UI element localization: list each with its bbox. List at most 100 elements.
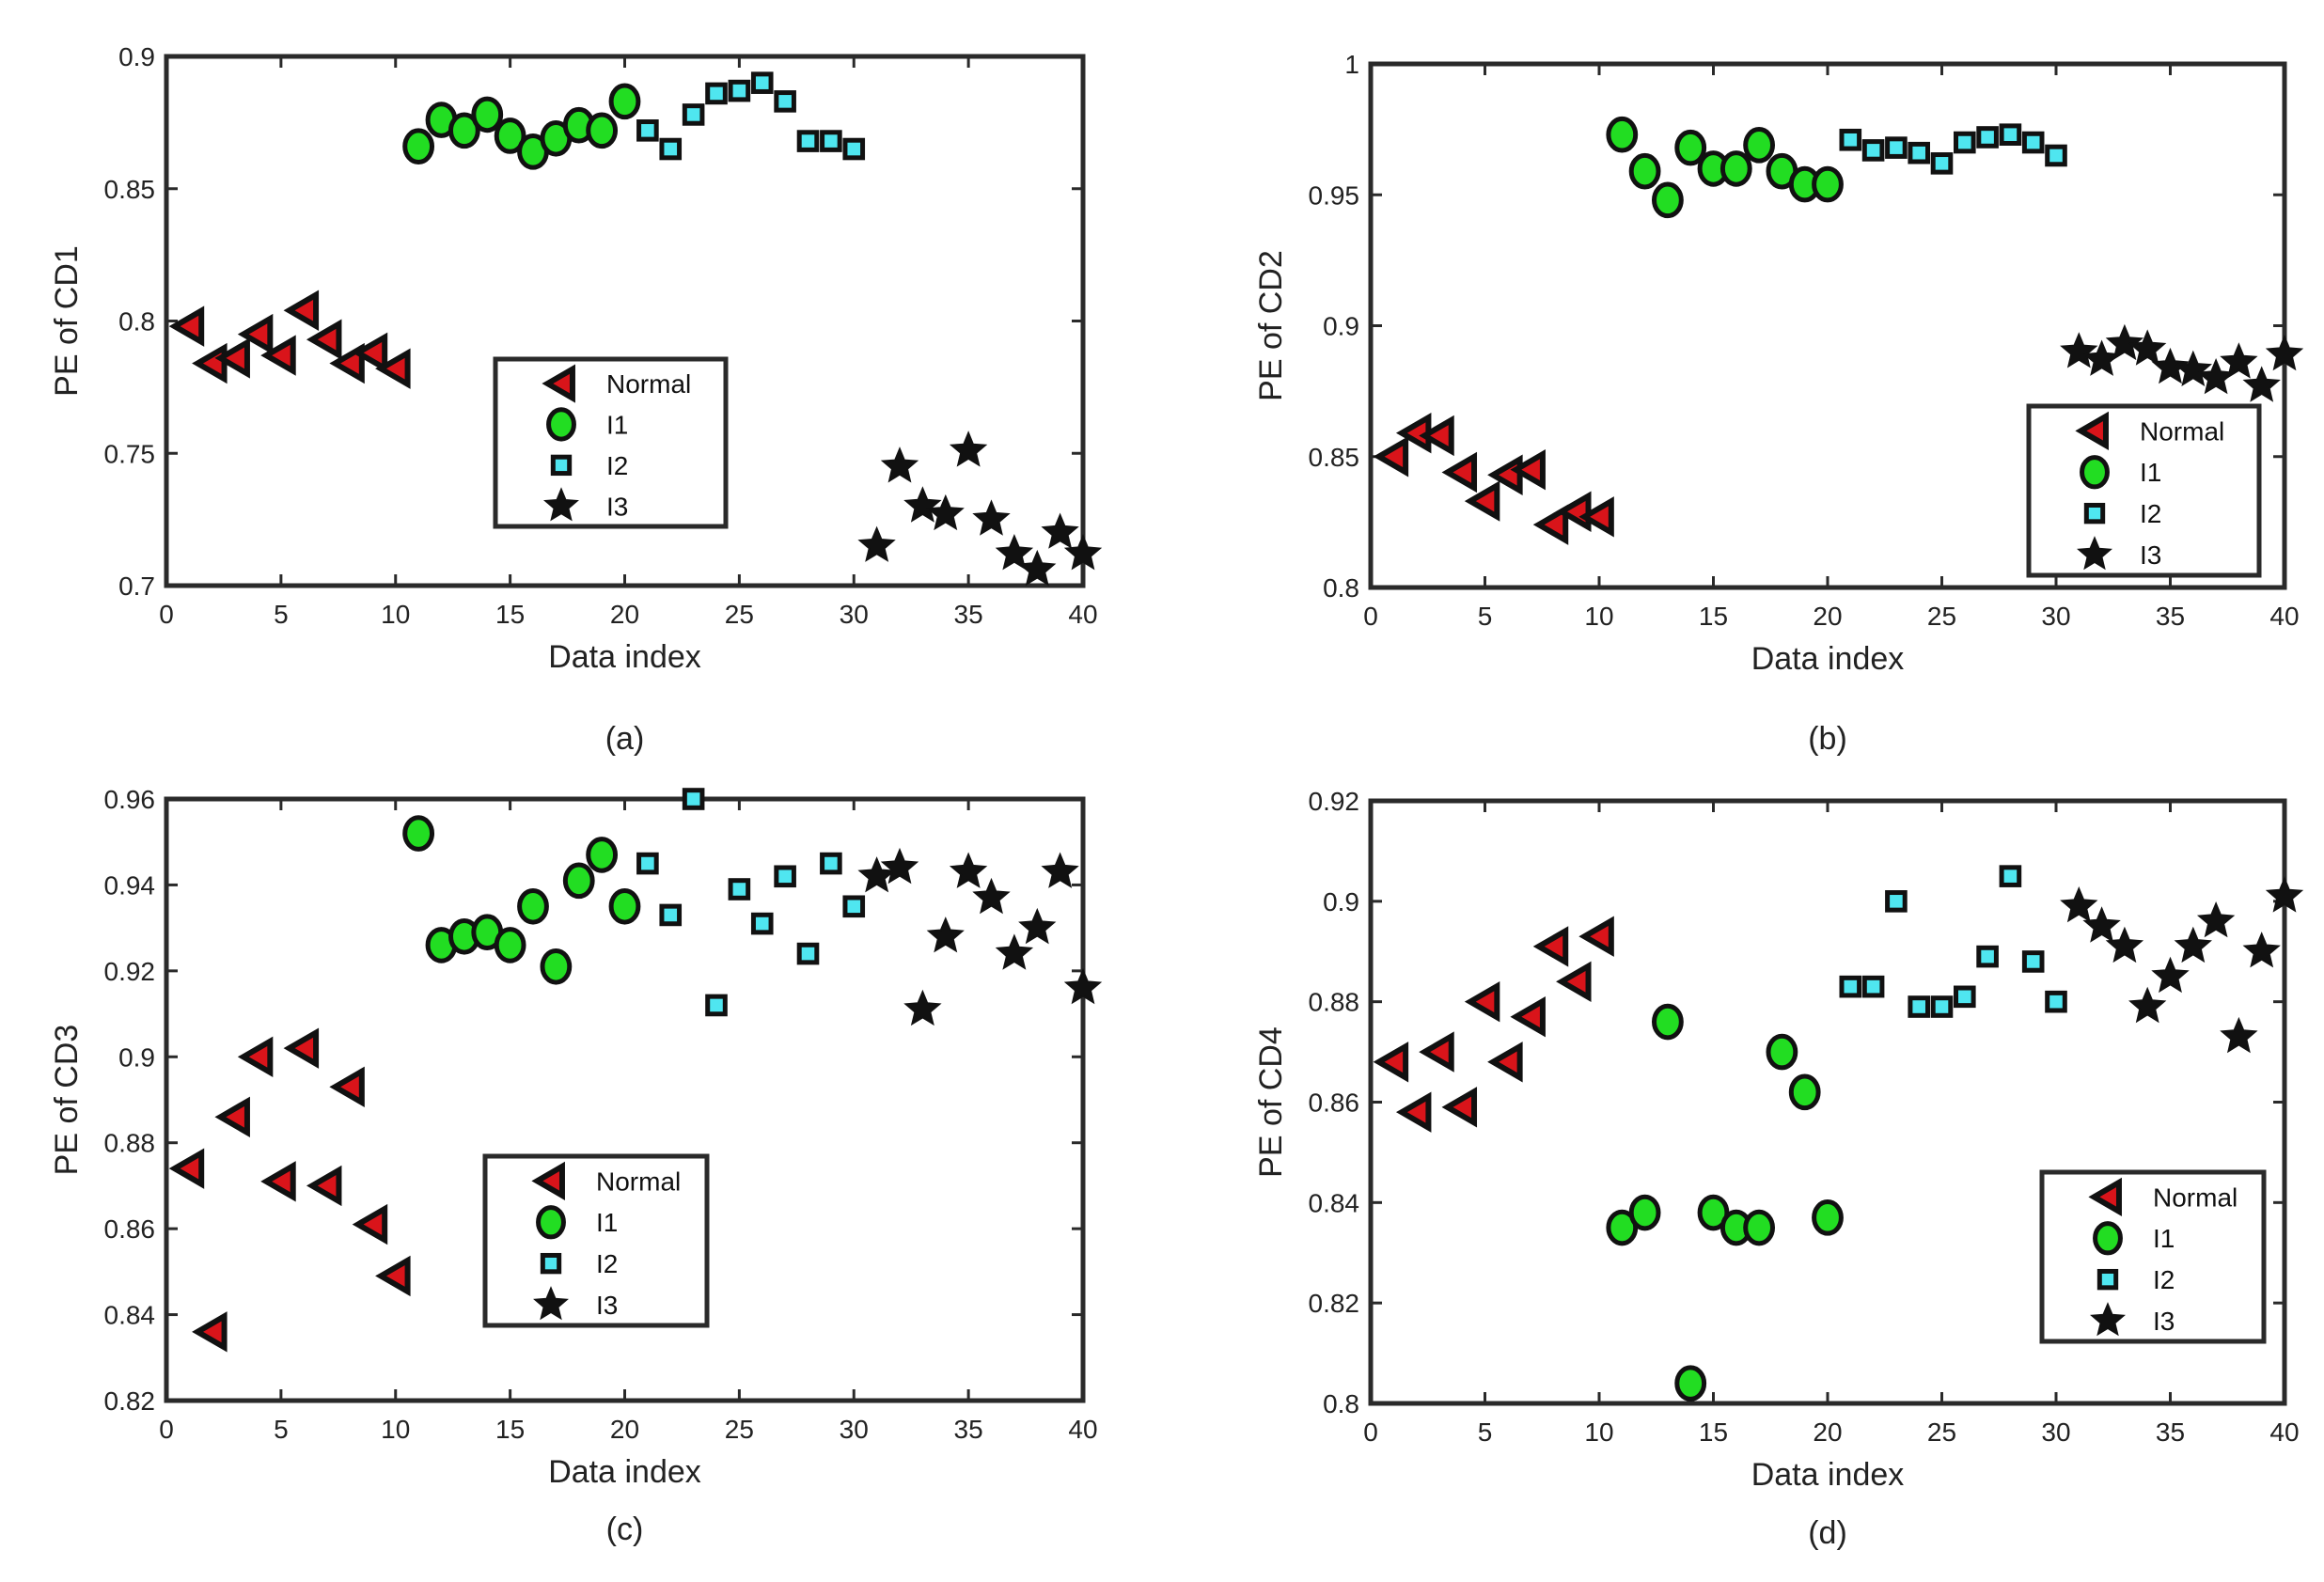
x-tick-label: 20 xyxy=(1813,602,1842,631)
legend-label-i2: I2 xyxy=(606,451,628,480)
point-normal-4 xyxy=(1441,1087,1478,1128)
point-i1-9 xyxy=(586,837,619,873)
point-i3-2 xyxy=(2082,906,2121,943)
y-axis-label: PE of CD1 xyxy=(49,245,85,397)
point-i1-3 xyxy=(448,112,480,149)
point-i2-6 xyxy=(750,912,774,935)
x-tick-label: 40 xyxy=(2269,1418,2299,1447)
legend-label-i3: I3 xyxy=(2153,1307,2175,1336)
legend-marker-i3-1 xyxy=(543,487,579,522)
point-i3-1 xyxy=(857,525,896,562)
point-normal-8 xyxy=(329,1066,365,1107)
x-tick-label: 40 xyxy=(1068,1415,1097,1444)
point-i3-4 xyxy=(2128,986,2167,1024)
panel-a: 0 5 10 15 20 25 30 35 40 0.7 0.75 0.8 0.85 0.9 Data in… xyxy=(49,42,1103,757)
point-i2-1 xyxy=(636,852,659,875)
y-tick-label: 0.82 xyxy=(1309,1289,1360,1318)
x-tick-label: 35 xyxy=(2156,1418,2185,1447)
point-i2-10 xyxy=(842,137,866,161)
point-i3-8 xyxy=(2220,1016,2258,1054)
point-normal-8 xyxy=(1532,504,1569,545)
point-i3-7 xyxy=(995,933,1034,970)
panel-d: 0 5 10 15 20 25 30 35 40 0.8 0.82 0.84 0.86 0.88 0.9 0.… xyxy=(1253,787,2304,1551)
point-i2-7 xyxy=(774,865,796,888)
point-i3-4 xyxy=(2128,329,2167,366)
point-i3-8 xyxy=(2220,342,2258,379)
point-normal-10 xyxy=(1578,916,1614,957)
point-normal-10 xyxy=(375,1255,411,1297)
legend-marker-i2-1 xyxy=(540,1252,562,1275)
point-i3-5 xyxy=(949,852,988,888)
legend-marker-i3-1 xyxy=(2090,1302,2126,1337)
y-axis-label: PE of CD2 xyxy=(1253,250,1289,401)
point-i2-8 xyxy=(1999,123,2022,146)
x-tick-label: 15 xyxy=(495,1415,525,1444)
legend-marker-i2-1 xyxy=(550,454,573,477)
point-i2-7 xyxy=(1976,126,1999,149)
point-i3-10 xyxy=(1063,967,1103,1005)
point-i2-8 xyxy=(796,130,820,152)
x-axis-label: Data index xyxy=(548,1454,701,1490)
x-tick-label: 35 xyxy=(2156,602,2185,631)
point-i1-9 xyxy=(586,112,619,149)
x-tick-label: 30 xyxy=(2041,1418,2070,1447)
point-normal-6 xyxy=(283,1027,320,1069)
legend-label-normal: Normal xyxy=(2153,1183,2238,1212)
point-normal-3 xyxy=(1419,415,1454,457)
point-i1-3 xyxy=(1652,181,1684,219)
point-i3-8 xyxy=(1018,549,1057,587)
legend-marker-i3-1 xyxy=(2077,536,2112,571)
point-i3-6 xyxy=(972,877,1011,915)
legend: Normal I1 I2 I3 xyxy=(482,1153,710,1328)
legend-label-normal: Normal xyxy=(606,369,691,399)
point-normal-4 xyxy=(237,313,274,355)
point-i1-6 xyxy=(517,887,549,925)
point-i2-7 xyxy=(1976,945,1999,968)
point-normal-8 xyxy=(329,342,365,384)
point-i1-5 xyxy=(494,927,526,963)
point-i3-2 xyxy=(880,446,919,483)
point-i3-1 xyxy=(857,856,896,893)
legend-box xyxy=(493,356,729,529)
point-i2-1 xyxy=(636,119,659,142)
point-normal-1 xyxy=(168,1148,205,1189)
x-tick-label: 10 xyxy=(1584,1418,1613,1447)
legend-label-normal: Normal xyxy=(2140,416,2224,446)
point-i2-9 xyxy=(820,852,842,875)
y-tick-label: 0.84 xyxy=(1309,1188,1360,1217)
legend-marker-i1-1 xyxy=(546,407,576,442)
panel-b: 0 5 10 15 20 25 30 35 40 0.8 0.85 0.9 0.95 1 Data inde… xyxy=(1253,50,2304,757)
point-i1-1 xyxy=(1606,1209,1639,1246)
point-i2-2 xyxy=(1861,139,1885,162)
point-i1-2 xyxy=(1628,1194,1661,1231)
legend-marker-i1-1 xyxy=(536,1205,566,1240)
panel-c: 0 5 10 15 20 25 30 35 40 0.82 0.84 0.86 0.88 0.9 0.92 0… xyxy=(49,785,1103,1547)
y-tick-label: 0.88 xyxy=(104,1129,156,1158)
legend-label-i2: I2 xyxy=(2140,499,2161,528)
point-i2-6 xyxy=(1954,131,1976,154)
point-i3-3 xyxy=(2105,926,2144,963)
point-i2-6 xyxy=(750,71,774,94)
point-normal-8 xyxy=(1532,926,1569,967)
point-i2-9 xyxy=(2021,131,2045,154)
x-tick-label: 20 xyxy=(610,1415,639,1444)
point-i2-4 xyxy=(705,994,728,1017)
x-tick-label: 10 xyxy=(381,600,410,629)
y-tick-label: 0.92 xyxy=(104,957,156,986)
point-normal-9 xyxy=(1556,961,1592,1003)
point-i1-7 xyxy=(540,948,573,985)
point-i3-3 xyxy=(2105,323,2144,361)
point-normal-6 xyxy=(1487,1042,1523,1083)
panel-caption: (a) xyxy=(605,721,645,757)
point-i3-8 xyxy=(1018,907,1057,945)
point-normal-7 xyxy=(1510,995,1546,1038)
point-i3-10 xyxy=(2265,876,2304,913)
point-i2-1 xyxy=(1839,975,1862,998)
point-normal-1 xyxy=(168,305,205,347)
y-tick-label: 0.94 xyxy=(104,870,156,900)
x-tick-label: 15 xyxy=(1699,1418,1728,1447)
point-normal-3 xyxy=(214,1096,250,1137)
point-normal-10 xyxy=(1578,496,1614,538)
point-normal-4 xyxy=(1441,451,1478,493)
point-i2-3 xyxy=(1885,136,1908,159)
